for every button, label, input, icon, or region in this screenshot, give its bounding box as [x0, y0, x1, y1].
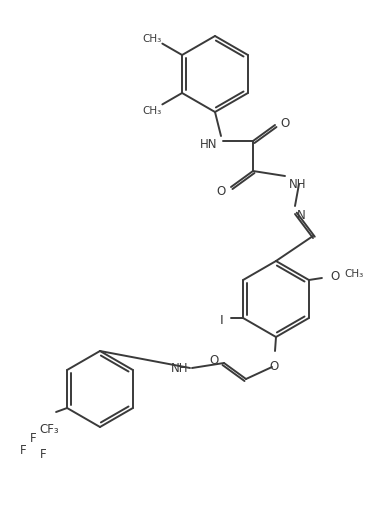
Text: NH: NH: [170, 362, 188, 375]
Text: F: F: [40, 447, 46, 461]
Text: I: I: [219, 314, 223, 327]
Text: O: O: [269, 359, 279, 372]
Text: F: F: [20, 443, 26, 457]
Text: CF₃: CF₃: [39, 422, 59, 435]
Text: N: N: [297, 209, 306, 222]
Text: CH₃: CH₃: [344, 269, 363, 278]
Text: O: O: [217, 184, 226, 197]
Text: F: F: [30, 432, 36, 444]
Text: CH₃: CH₃: [142, 33, 161, 43]
Text: O: O: [330, 269, 339, 282]
Text: O: O: [210, 353, 219, 366]
Text: CH₃: CH₃: [142, 106, 161, 116]
Text: HN: HN: [200, 138, 217, 150]
Text: O: O: [280, 116, 289, 129]
Text: NH: NH: [289, 178, 306, 190]
